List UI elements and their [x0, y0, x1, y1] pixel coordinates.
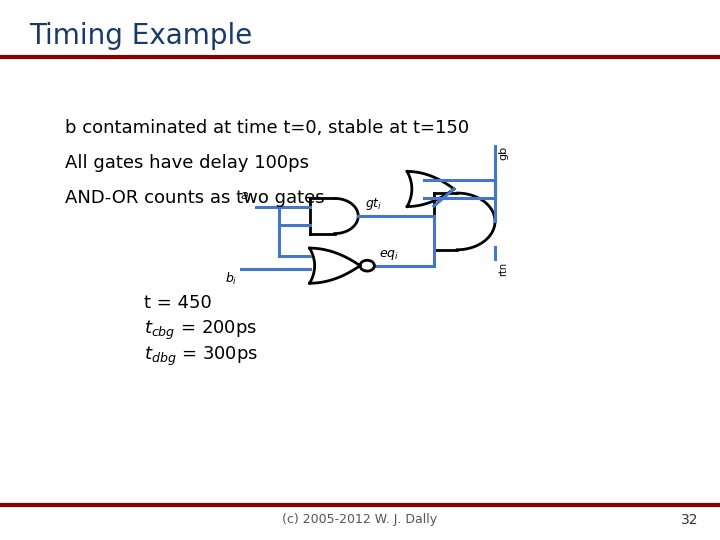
Text: $b_i$: $b_i$ — [225, 271, 238, 287]
Text: 32: 32 — [681, 512, 698, 526]
Text: rtn: rtn — [498, 262, 508, 276]
Text: gb: gb — [498, 146, 508, 160]
Text: (c) 2005-2012 W. J. Dally: (c) 2005-2012 W. J. Dally — [282, 514, 438, 526]
Text: $t_{cbg}$ = 200ps: $t_{cbg}$ = 200ps — [144, 319, 257, 342]
Text: $t_{dbg}$ = 300ps: $t_{dbg}$ = 300ps — [144, 345, 258, 368]
Text: All gates have delay 100ps: All gates have delay 100ps — [65, 154, 309, 172]
Text: AND-OR counts as two gates: AND-OR counts as two gates — [65, 189, 325, 207]
Text: Timing Example: Timing Example — [29, 22, 252, 50]
Text: b contaminated at time t=0, stable at t=150: b contaminated at time t=0, stable at t=… — [65, 119, 469, 137]
Text: t = 450: t = 450 — [144, 294, 212, 312]
Text: $eq_i$: $eq_i$ — [379, 248, 400, 262]
Text: $a_i$: $a_i$ — [240, 191, 252, 204]
Text: $gt_i$: $gt_i$ — [366, 195, 382, 212]
